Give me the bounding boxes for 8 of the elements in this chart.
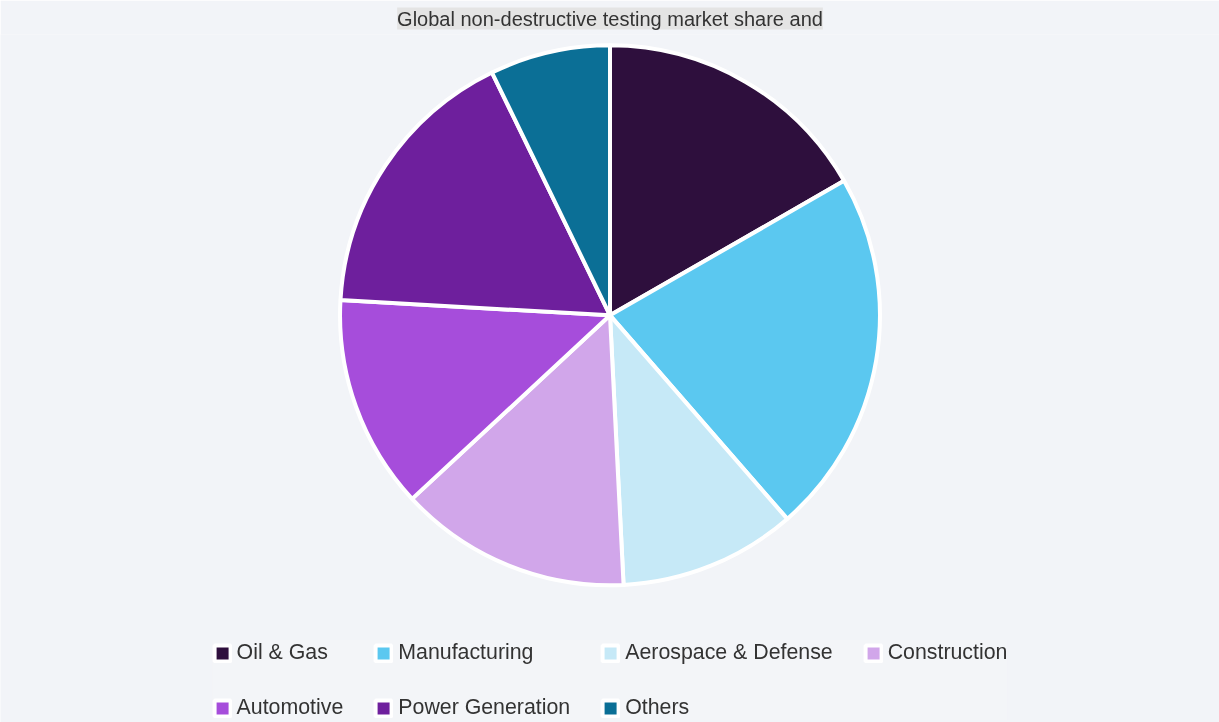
legend-label: Oil & Gas — [236, 640, 328, 665]
legend-label: Power Generation — [398, 695, 571, 720]
legend-label: Aerospace & Defense — [625, 640, 833, 665]
legend-label: Construction — [887, 640, 1008, 665]
legend-label: Automotive — [236, 695, 344, 720]
text: Global non-destructive testing market share and — [397, 7, 823, 30]
legend-label: Others — [625, 695, 690, 720]
legend-label: Manufacturing — [398, 640, 534, 665]
